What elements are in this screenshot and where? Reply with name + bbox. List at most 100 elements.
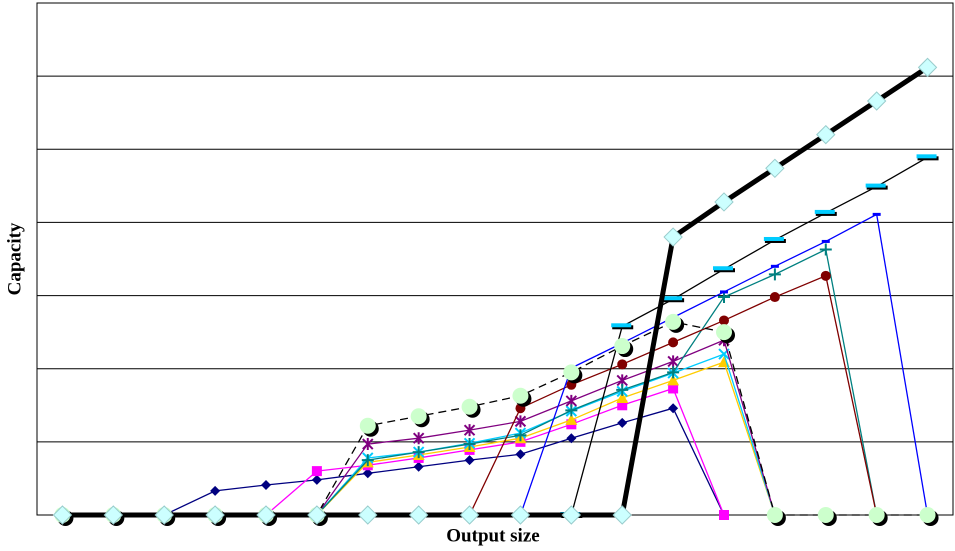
marker-part <box>714 192 734 212</box>
marker <box>816 124 836 145</box>
marker <box>617 400 628 411</box>
marker <box>821 239 830 243</box>
marker <box>663 227 683 247</box>
marker <box>770 264 779 268</box>
marker-part <box>617 400 628 411</box>
marker <box>410 408 430 428</box>
series-line <box>316 248 878 516</box>
marker-part <box>413 461 424 472</box>
marker-part <box>464 455 475 466</box>
marker-part <box>459 505 480 525</box>
marker <box>256 505 276 525</box>
marker-part <box>821 239 830 243</box>
marker-part <box>311 474 322 485</box>
marker-part <box>362 468 373 479</box>
marker <box>464 455 475 466</box>
marker-part <box>358 505 378 525</box>
marker <box>617 417 628 428</box>
series-line <box>163 407 725 516</box>
marker <box>358 505 378 525</box>
marker <box>917 57 938 78</box>
marker-part <box>463 424 476 437</box>
marker <box>561 505 582 525</box>
marker <box>514 415 527 428</box>
marker <box>361 454 374 467</box>
marker-part <box>719 510 729 520</box>
marker <box>765 158 785 179</box>
marker <box>667 374 680 386</box>
marker <box>362 438 374 451</box>
marker <box>463 424 476 437</box>
x-axis-label: Output size <box>446 525 539 546</box>
marker <box>510 505 531 525</box>
marker <box>566 433 577 444</box>
marker <box>52 505 73 525</box>
marker-part <box>154 505 174 525</box>
marker-part <box>510 505 531 525</box>
marker-part <box>820 270 831 281</box>
marker-part <box>408 505 429 525</box>
marker <box>820 270 831 281</box>
marker <box>616 391 629 403</box>
marker <box>307 505 327 525</box>
marker-part <box>668 383 679 394</box>
marker <box>769 292 780 303</box>
marker-part <box>765 158 785 179</box>
series-line <box>316 361 776 516</box>
marker-part <box>866 91 887 111</box>
marker-part <box>311 466 322 477</box>
marker-part <box>665 313 682 330</box>
marker <box>563 364 583 384</box>
marker <box>408 505 429 525</box>
marker-part <box>512 387 529 404</box>
marker-part <box>563 364 580 381</box>
marker-part <box>210 485 221 496</box>
marker <box>565 413 578 425</box>
marker <box>768 268 781 281</box>
y-axis-label: Capacity <box>4 222 25 295</box>
marker <box>819 243 832 256</box>
marker-part <box>361 454 374 467</box>
marker <box>817 507 837 526</box>
marker <box>916 154 939 161</box>
marker <box>668 337 679 348</box>
marker <box>412 432 425 445</box>
marker-part <box>103 505 124 525</box>
marker <box>720 290 728 294</box>
marker <box>311 474 322 485</box>
marker <box>512 387 532 407</box>
marker <box>719 510 729 520</box>
marker-part <box>868 507 885 523</box>
marker <box>662 296 685 303</box>
marker-part <box>713 266 733 271</box>
marker-part <box>662 296 683 301</box>
marker-part <box>561 505 582 525</box>
marker-part <box>617 417 628 428</box>
marker <box>814 209 837 216</box>
marker <box>463 438 476 451</box>
marker-part <box>768 268 781 281</box>
marker <box>614 338 634 358</box>
marker-part <box>256 505 276 525</box>
series-line <box>570 156 928 516</box>
marker-part <box>814 209 835 214</box>
marker-part <box>412 446 425 459</box>
marker <box>103 505 124 525</box>
marker <box>459 505 480 525</box>
marker-part <box>817 507 834 523</box>
marker-part <box>917 57 938 78</box>
marker-part <box>763 236 784 241</box>
marker-part <box>865 183 886 188</box>
marker-part <box>663 227 683 247</box>
marker-part <box>667 366 680 379</box>
marker <box>868 507 888 526</box>
marker <box>154 505 174 525</box>
marker <box>210 485 221 496</box>
marker <box>714 192 734 212</box>
marker-part <box>769 292 780 303</box>
marker-part <box>667 374 680 386</box>
marker <box>919 507 939 526</box>
marker <box>311 466 322 477</box>
marker-part <box>616 391 629 403</box>
